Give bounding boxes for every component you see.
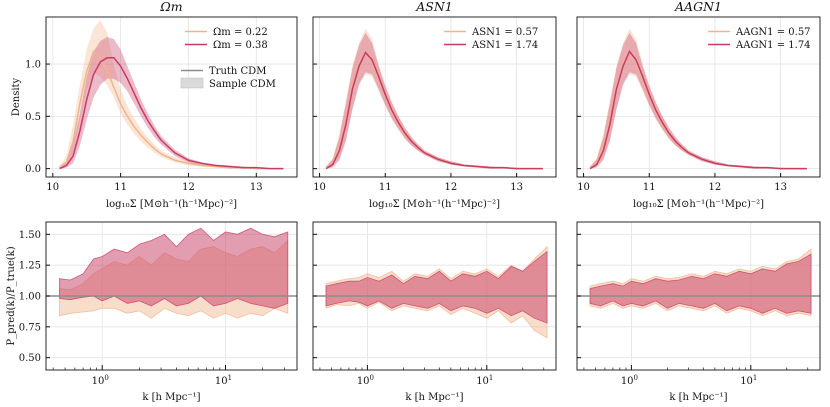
y-tick-label: 0.50 [19,353,41,364]
density-omega-panel: 10 11 12 13 0.0 0.5 1.0 Ωm log₁₀Σ [M⊙h⁻¹(h⁻¹Mpc)… [25,0,298,210]
band-high [590,32,807,169]
x-tick-label: 12 [709,182,722,193]
band-high [326,32,543,169]
x-tick-label: 13 [774,182,787,193]
legend-label: Ωm = 0.22 [213,27,268,38]
legend-label: AAGN1 = 0.57 [735,27,811,38]
band-high [59,36,284,169]
series-line-low [59,50,284,170]
x-tick-label: 13 [250,182,263,193]
panel-title: Ωm [159,0,182,14]
x-axis-label: k [h Mpc⁻¹] [669,392,727,403]
y-axis-label-ratio: P_pred(k)/P_true(k) [6,246,17,345]
y-tick-label: 0.0 [25,164,41,175]
x-tick-label: 100 [92,374,109,387]
y-tick-label: 0.5 [25,112,41,123]
x-axis-label: log₁₀Σ [M⊙h⁻¹(h⁻¹Mpc)⁻²] [369,199,500,210]
legend-label: ASN1 = 1.74 [471,40,538,51]
ratio-band-high [325,250,548,324]
x-tick-exponent: 1 [489,374,493,382]
x-tick-label: 101 [740,374,757,387]
legend-label: Sample CDM [209,79,276,90]
density-agn1-panel: 10 11 12 13 AAGN1 log₁₀Σ [M⊙h⁻¹(h⁻¹Mpc)⁻²] AAG… [576,0,821,210]
ratio-agn1-panel: 100 101 k [h Mpc⁻¹] [576,221,821,403]
x-tick-exponent: 1 [228,374,232,382]
panel-title: AAGN1 [674,0,722,14]
x-tick-exponent: 0 [370,374,374,382]
x-tick-exponent: 0 [634,374,638,382]
density-sn1-panel: 10 11 12 13 ASN1 log₁₀Σ [M⊙h⁻¹(h⁻¹Mpc)⁻²] ASN1… [312,0,557,210]
ratio-sn1-panel: 100 101 k [h Mpc⁻¹] [312,221,557,403]
y-tick-label: 1.25 [19,261,41,272]
series-line-high [325,51,543,170]
series-line-high [589,50,807,170]
x-axis-label: log₁₀Σ [M⊙h⁻¹(h⁻¹Mpc)⁻²] [633,199,764,210]
legend-swatch-sample [180,77,204,89]
x-tick-exponent: 0 [104,374,108,382]
y-tick-label: 1.50 [19,230,41,241]
x-axis-label: log₁₀Σ [M⊙h⁻¹(h⁻¹Mpc)⁻²] [106,199,237,210]
x-tick-label: 10 [46,182,59,193]
legend-label: ASN1 = 0.57 [471,27,538,38]
y-tick-label: 0.75 [19,322,41,333]
y-tick-label: 1.00 [19,292,41,303]
x-tick-label: 12 [182,182,195,193]
ratio-omega-panel: 100 101 0.50 0.75 1.00 1.25 1.50 k [h Mpc⁻¹] [19,221,298,403]
ratio-band-high [589,253,812,314]
axes-frame [576,16,821,178]
x-tick-label: 12 [445,182,458,193]
x-tick-label: 11 [114,182,127,193]
x-tick-label: 100 [357,374,374,387]
x-tick-label: 10 [313,182,326,193]
legend-label: Truth CDM [209,66,266,77]
y-tick-label: 1.0 [25,60,41,71]
x-tick-label: 101 [215,374,232,387]
ratio-band-high [59,227,289,309]
legend-label: AAGN1 = 1.74 [735,40,811,51]
x-tick-label: 10 [577,182,590,193]
x-axis-label: k [h Mpc⁻¹] [142,392,200,403]
axes-frame [312,16,557,178]
x-tick-label: 11 [379,182,392,193]
x-tick-label: 13 [510,182,523,193]
panel-title: ASN1 [415,0,452,14]
x-tick-label: 11 [643,182,656,193]
series-line-high [59,57,284,170]
x-tick-label: 101 [476,374,493,387]
legend-label: Ωm = 0.38 [213,40,268,51]
axes-frame [45,16,298,178]
x-tick-exponent: 1 [753,374,757,382]
x-axis-label: k [h Mpc⁻¹] [405,392,463,403]
y-axis-label-density: Density [11,77,22,116]
x-tick-label: 100 [621,374,638,387]
